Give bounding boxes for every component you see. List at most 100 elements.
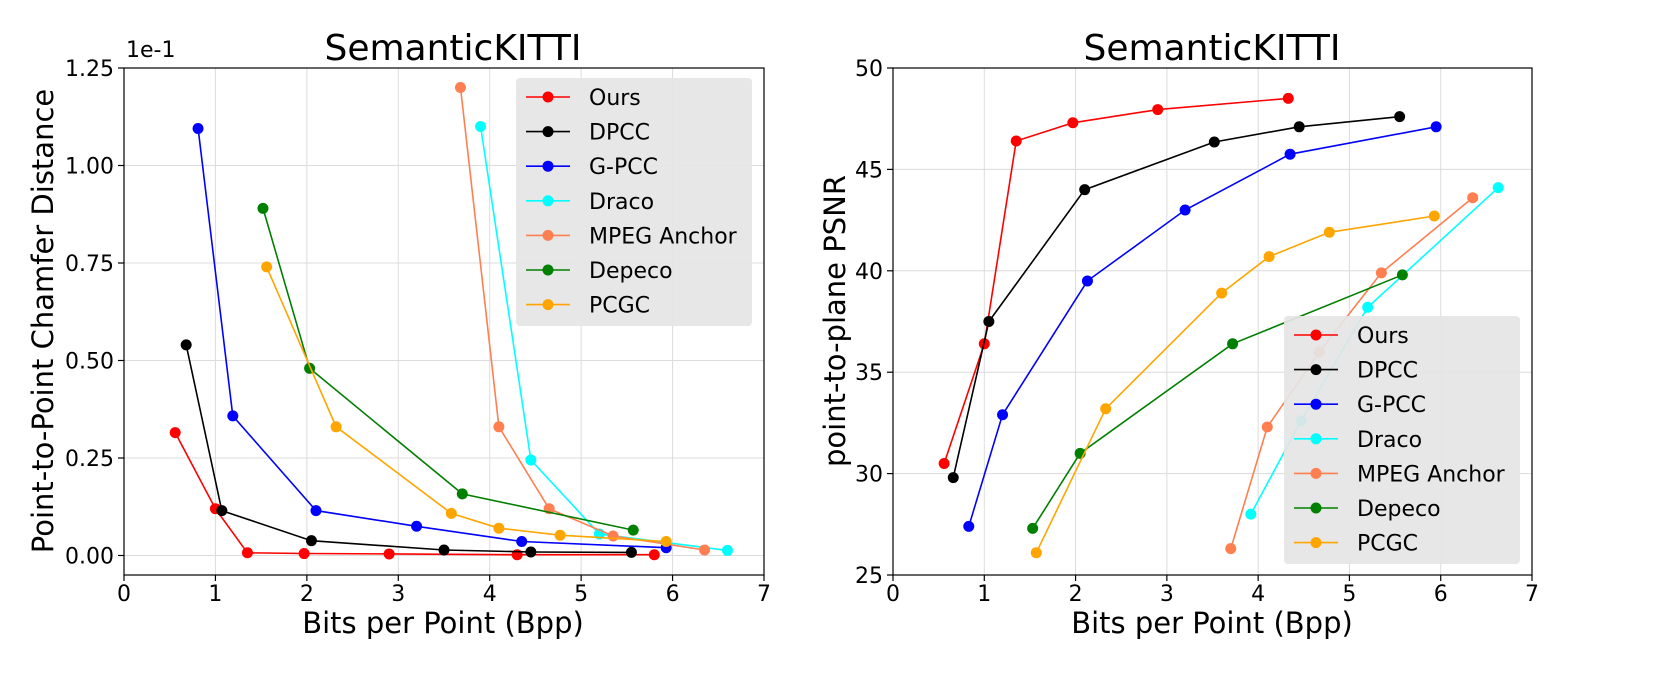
data-point: [180, 339, 192, 351]
series-dpcc: [180, 339, 637, 558]
legend-marker: [542, 160, 554, 172]
y-axis-label: point-to-plane PSNR: [818, 175, 852, 467]
legend-item: Ours: [1294, 324, 1409, 349]
data-point: [454, 82, 466, 93]
x-tick-label: 4: [483, 582, 497, 607]
series-line: [185, 344, 632, 554]
legend-label: MPEG Anchor: [589, 224, 738, 249]
data-point: [445, 507, 457, 519]
x-tick-label: 6: [1434, 582, 1448, 607]
data-point: [947, 472, 959, 484]
data-point: [516, 535, 528, 547]
data-point: [1323, 226, 1335, 238]
data-point: [1492, 182, 1504, 194]
series-line: [197, 128, 667, 549]
legend-item: Draco: [1294, 428, 1422, 453]
legend-item: G-PCC: [1294, 393, 1426, 418]
legend-marker: [1310, 433, 1322, 445]
legend-label: PCGC: [589, 294, 650, 319]
data-point: [1010, 135, 1022, 147]
y-tick-label: 40: [855, 260, 883, 285]
data-point: [475, 121, 487, 132]
legend-item: MPEG Anchor: [1294, 462, 1506, 487]
legend-marker: [1310, 537, 1322, 549]
x-tick-label: 1: [208, 582, 222, 607]
y-tick-label: 1.00: [65, 155, 114, 180]
legend-item: PCGC: [526, 294, 650, 319]
y-tick-label: 30: [855, 463, 883, 488]
data-point: [1100, 403, 1112, 415]
y-tick-label: 0.00: [65, 545, 114, 570]
data-point: [257, 202, 269, 214]
legend-marker: [1310, 364, 1322, 376]
series-dpcc: [947, 111, 1406, 484]
legend-marker: [542, 126, 554, 138]
series-line: [943, 97, 1289, 464]
x-tick-label: 6: [666, 582, 680, 607]
series-ours: [169, 427, 660, 561]
series-depeco: [1027, 269, 1408, 534]
x-tick-label: 0: [117, 582, 131, 607]
legend-label: G-PCC: [1357, 393, 1426, 418]
data-point: [169, 427, 181, 439]
psnr-chart: SemanticKITTI point-to-plane PSNR Bits p…: [818, 28, 1539, 640]
data-point: [192, 122, 204, 134]
data-point: [438, 544, 450, 556]
legend-label: Ours: [1357, 324, 1409, 349]
data-point: [493, 421, 505, 433]
data-point: [411, 520, 423, 532]
data-point: [261, 261, 273, 273]
series-line: [262, 208, 634, 531]
data-point: [1152, 104, 1164, 116]
x-tick-label: 5: [574, 582, 588, 607]
chart-title: SemanticKITTI: [324, 28, 581, 69]
legend-label: Draco: [1357, 428, 1422, 453]
data-point: [1375, 267, 1387, 279]
plot-frame: [123, 67, 765, 576]
data-point: [660, 535, 672, 547]
data-point: [298, 548, 310, 560]
legend-marker: [542, 299, 554, 311]
data-point: [1030, 547, 1042, 559]
x-tick-label: 0: [886, 582, 900, 607]
data-point: [1293, 121, 1305, 133]
legend-item: DPCC: [1294, 359, 1418, 384]
data-point: [1362, 301, 1374, 313]
y-axis-label: Point-to-Point Chamfer Distance: [26, 89, 60, 553]
x-tick-label: 7: [1525, 582, 1539, 607]
data-point: [1225, 543, 1237, 555]
data-point: [1263, 251, 1275, 263]
legend-item: G-PCC: [526, 155, 658, 180]
data-point: [963, 520, 975, 532]
data-point: [721, 544, 733, 556]
y-tick-label: 0.25: [65, 447, 114, 472]
legend-label: DPCC: [589, 121, 650, 146]
legend-item: Depeco: [1294, 497, 1441, 522]
data-point: [1079, 184, 1091, 196]
y-offset-label: 1e-1: [126, 38, 175, 63]
plot-frame: [892, 67, 1533, 576]
legend-item: PCGC: [1294, 532, 1418, 557]
data-point: [1284, 148, 1296, 160]
series-g-pcc: [963, 121, 1442, 532]
x-axis-label: Bits per Point (Bpp): [302, 606, 584, 640]
data-point: [1467, 192, 1479, 204]
y-tick-label: 50: [855, 57, 883, 82]
y-tick-label: 35: [855, 361, 883, 386]
y-tick-label: 1.25: [65, 57, 114, 82]
legend-label: G-PCC: [589, 155, 658, 180]
legend-label: Draco: [589, 190, 654, 215]
y-tick-label: 0.50: [65, 350, 114, 375]
data-point: [493, 522, 505, 534]
legend-item: Ours: [526, 86, 641, 111]
legend-label: PCGC: [1357, 532, 1418, 557]
y-tick-label: 45: [855, 158, 883, 183]
data-point: [699, 544, 711, 556]
y-tick-label: 0.75: [65, 252, 114, 277]
legend-item: DPCC: [526, 121, 650, 146]
data-point: [383, 548, 395, 560]
x-tick-label: 5: [1342, 582, 1356, 607]
data-point: [1179, 204, 1191, 216]
data-point: [1245, 508, 1257, 520]
